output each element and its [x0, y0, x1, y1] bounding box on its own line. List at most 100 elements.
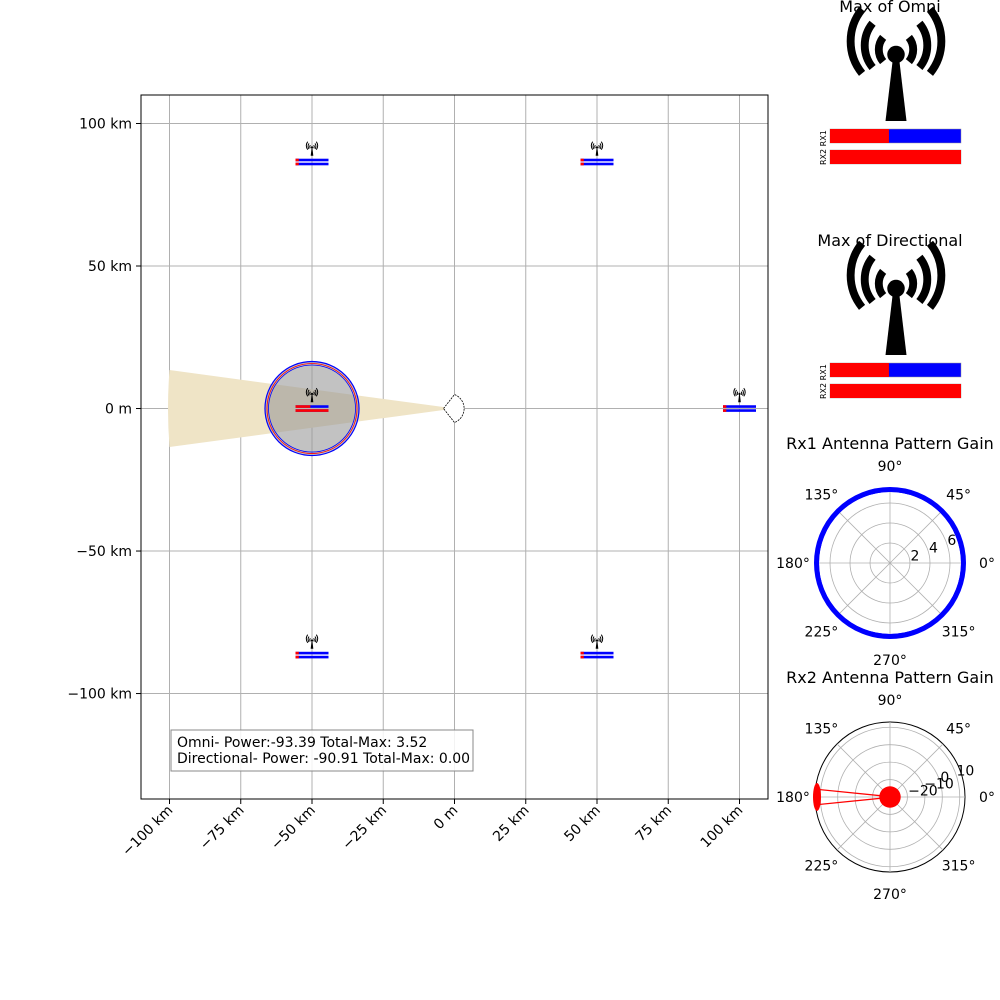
polar-angle-label: 180° [776, 556, 810, 572]
antenna-wave [315, 634, 319, 644]
polar-radial-label: 2 [910, 548, 919, 564]
antenna-mast [885, 54, 907, 121]
antenna-wave [846, 6, 866, 76]
x-axis: −100 km −75 km −50 km −25 km 0 m 25 km 50 km 75… [119, 799, 746, 860]
emitter-rx1-fill [723, 405, 727, 408]
antenna-tip [595, 146, 599, 149]
emitter [580, 141, 614, 166]
antenna-wave [309, 637, 311, 642]
antenna-wave [598, 144, 600, 149]
rx2-polar-panel: Rx2 Antenna Pattern Gain 0° 45° 90° 135° 180… [776, 668, 995, 903]
antenna-icon [733, 387, 746, 403]
antenna-wave [592, 143, 595, 150]
rx1-polar-plot: 0° 45° 90° 135° 180° 225° 270° 315° 2 4 6 [776, 459, 995, 669]
antenna-tip [310, 392, 314, 395]
max-omni-bars: RX2 RX1 [819, 128, 962, 165]
x-tick-label: −75 km [197, 803, 248, 854]
rx2-polar-title: Rx2 Antenna Pattern Gain [786, 668, 994, 687]
polar-grid-spoke [889, 509, 944, 564]
antenna-wave [590, 634, 594, 644]
polar-grid-spoke [889, 796, 944, 851]
polar-angle-label: 45° [946, 721, 971, 737]
emitter-rx2-fill [295, 162, 299, 166]
polar-angle-label: 180° [776, 790, 810, 806]
info-omni: Omni- Power:-93.39 Total-Max: 3.52 [177, 735, 427, 751]
x-tick-label: 0 m [431, 803, 461, 833]
max-directional-panel: Max of Directional RX2 RX1 [817, 231, 962, 399]
emitter-rx1-fill [295, 651, 299, 655]
polar-angle-label: 45° [946, 487, 971, 503]
antenna-wave [735, 389, 737, 396]
info-box-frame [170, 729, 474, 772]
rx2-floor-markers [879, 786, 901, 808]
antenna-wave [599, 143, 602, 150]
polar-angle-label: 135° [805, 721, 839, 737]
range-circle [264, 360, 360, 457]
antenna-icon [846, 6, 946, 121]
rx1-gain-markers [814, 487, 966, 639]
antenna-wave [846, 240, 866, 310]
polar-radial-label: 0 [940, 770, 949, 786]
polar-angle-label: 90° [878, 693, 903, 709]
grid [141, 95, 768, 799]
emitter-rx2-bar [580, 162, 614, 166]
bar-fill-rx1 [830, 129, 889, 143]
y-tick-label: 50 km [88, 259, 132, 275]
antenna-wave [305, 141, 309, 151]
antenna-icon [305, 387, 319, 403]
antenna-wave [307, 636, 310, 643]
emitter-rx2-fill [580, 655, 584, 659]
antenna-tip [310, 639, 314, 642]
antenna-wave [874, 268, 887, 299]
antenna-icon [590, 141, 604, 156]
emitter-rx2-bar [580, 655, 614, 659]
max-directional-bars: RX2 RX1 [819, 362, 962, 399]
range-circle-inner2 [268, 364, 356, 453]
antenna-tip [738, 392, 741, 395]
x-tick-label: 100 km [698, 803, 747, 852]
polar-radial-label: 6 [947, 533, 956, 549]
emitter-rx2-fill [580, 162, 584, 166]
antenna-wave [313, 144, 315, 149]
max-directional-title: Max of Directional [817, 231, 962, 250]
emitter-rx1-fill [295, 405, 311, 408]
antenna-wave [307, 389, 310, 396]
antenna-icon [846, 240, 946, 355]
antenna-wave [307, 143, 310, 150]
bar-fill-rx2 [830, 384, 961, 398]
emitter-rx1-bar [295, 405, 329, 408]
y-axis: 100 km 50 km 0 m −50 km −100 km [67, 117, 141, 703]
antenna-mast [310, 393, 314, 403]
emitter-rx1-bar [580, 158, 614, 162]
antenna-wave [916, 254, 932, 304]
y-tick-label: 0 m [105, 402, 132, 418]
antenna-tip [310, 146, 314, 149]
emitter-rx2-fill [295, 655, 299, 659]
emitter-rx2-fill [295, 409, 329, 412]
antenna-icon [590, 634, 604, 649]
polar-grid-spoke [836, 562, 891, 617]
emitter [723, 387, 756, 412]
antenna-wave [736, 391, 739, 396]
y-tick-label: 100 km [79, 117, 132, 133]
antenna-tip [595, 639, 599, 642]
antenna-wave [860, 20, 876, 70]
antenna-icon [846, 240, 946, 355]
range-circle-layer [264, 360, 360, 457]
rx2-lobe-markers [813, 783, 821, 811]
antenna-wave [742, 389, 744, 396]
polar-angle-label: 270° [873, 653, 907, 669]
range-circle-inner [266, 363, 358, 454]
emitter-rx1-bar [295, 158, 329, 162]
antenna-wave [740, 391, 743, 396]
antenna-wave [594, 144, 596, 149]
emitter-rx1-bar [580, 651, 614, 655]
emitter-rx2-bar [295, 655, 329, 659]
antenna-mast [738, 393, 741, 403]
emitter [295, 634, 329, 659]
polar-angle-label: 315° [942, 625, 976, 641]
antenna-wave [599, 636, 602, 643]
emitter [580, 634, 614, 659]
antenna-icon [305, 141, 319, 156]
